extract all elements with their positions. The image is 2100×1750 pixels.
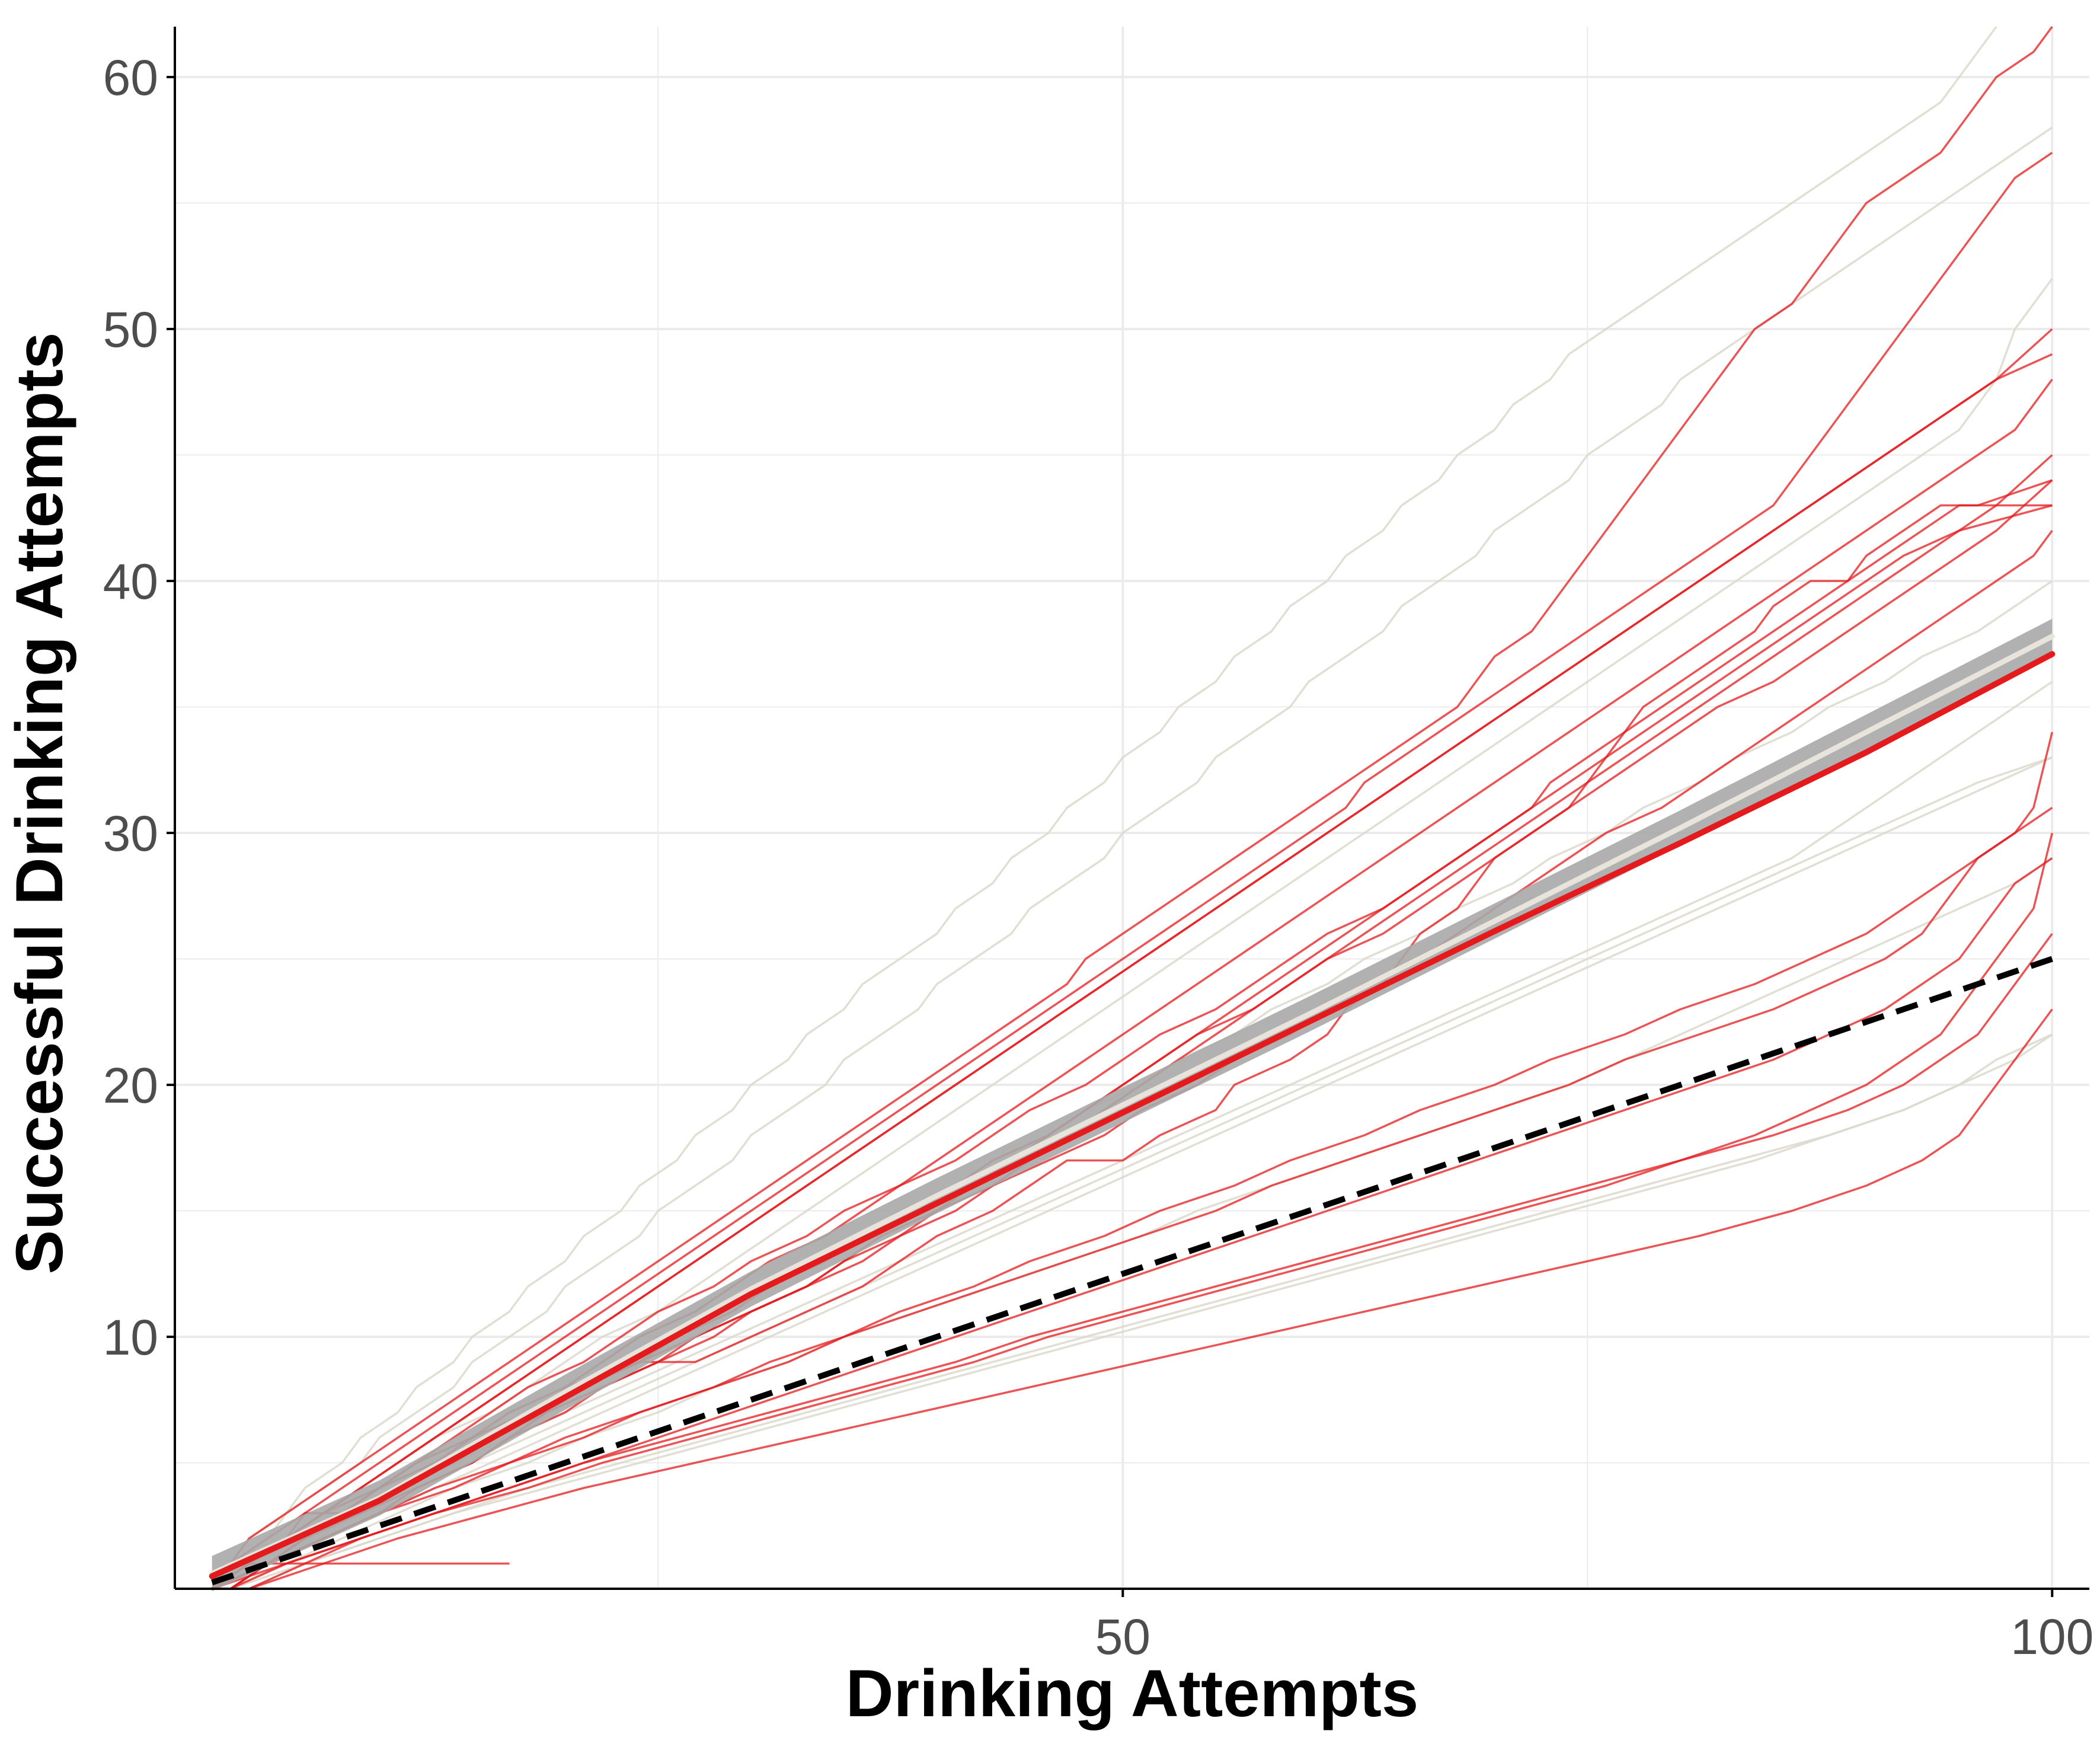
red-trajectory-line (212, 857, 2053, 1590)
y-tick-label: 20 (103, 1058, 158, 1113)
reference-dashed-line (211, 956, 2053, 1586)
grey-trajectory-line (211, 126, 2053, 1590)
red-trajectory-line (211, 152, 2053, 1590)
red-trajectory-line (211, 807, 2053, 1590)
red-trajectory-line (211, 328, 2053, 1590)
individual-trajectories (211, 25, 2053, 1590)
x-tick-label: 100 (2010, 1609, 2093, 1665)
grid-lines (175, 27, 2089, 1589)
mean-lines (209, 618, 2056, 1592)
red-trajectory-line (248, 1008, 2053, 1590)
red-trajectory-line (211, 378, 2053, 1590)
y-tick-label: 10 (103, 1310, 158, 1365)
y-tick-label: 50 (103, 302, 158, 357)
grey-trajectory-line (211, 756, 2053, 1590)
grey-trajectory-line (211, 277, 2053, 1590)
y-axis-title: Successful Drinking Attempts (2, 332, 76, 1274)
tick-labels: 10 20 30 40 50 60 50 100 (103, 50, 2094, 1665)
grey-trajectory-line (211, 25, 1997, 1590)
x-tick-label: 50 (1095, 1609, 1150, 1665)
grey-group-mean-line (209, 634, 2055, 1576)
red-trajectory-line (230, 832, 2053, 1590)
red-group-mean-line (209, 651, 2056, 1579)
grey-trajectory-line (248, 1033, 2053, 1590)
red-trajectory-line (211, 25, 2053, 1590)
grey-trajectory-line (230, 756, 2053, 1590)
y-tick-label: 30 (103, 806, 158, 861)
axes (167, 27, 2089, 1597)
grey-trajectory-line (230, 857, 2053, 1590)
y-tick-label: 40 (103, 554, 158, 609)
red-trajectory-line (211, 353, 2053, 1590)
x-axis-title: Drinking Attempts (846, 1656, 1419, 1730)
y-tick-label: 60 (103, 50, 158, 106)
red-trajectory-line (230, 732, 2053, 1590)
